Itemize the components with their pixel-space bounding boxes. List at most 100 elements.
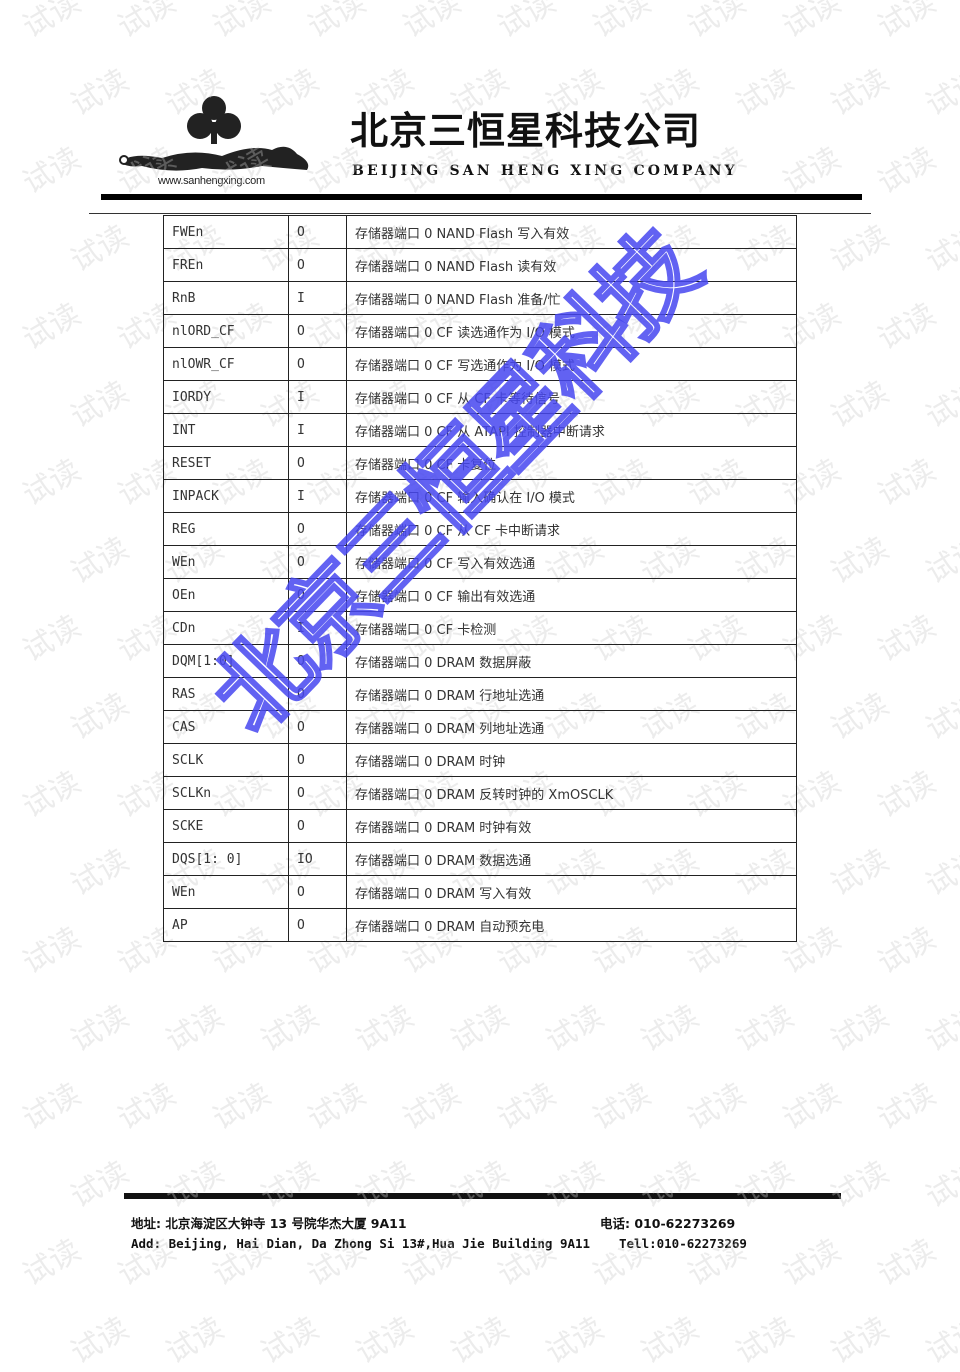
company-name-en: BEIJING SAN HENG XING COMPANY (352, 163, 738, 179)
table-row: SCKE O 存储器端口 0 DRAM 时钟有效 (163, 809, 797, 843)
trial-watermark: 试读 (872, 140, 942, 202)
trial-watermark: 试读 (635, 998, 705, 1060)
cell-description: 存储器端口 0 CF 卡检测 (346, 611, 797, 645)
table-row: SCLKn O 存储器端口 0 DRAM 反转时钟的 XmOSCLK (163, 776, 797, 810)
trial-watermark: 试读 (920, 374, 960, 436)
trial-watermark: 试读 (17, 764, 87, 826)
trial-watermark: 试读 (445, 998, 515, 1060)
trial-watermark: 试读 (445, 1310, 515, 1372)
cell-description: 存储器端口 0 DRAM 列地址选通 (346, 710, 797, 744)
cell-signal: INPACK (163, 479, 289, 513)
trial-watermark: 试读 (445, 1154, 515, 1216)
table-row: nlORD_CF O 存储器端口 0 CF 读选通作为 I/O 模式 (163, 314, 797, 348)
cell-description: 存储器端口 0 CF 写入有效选通 (346, 545, 797, 579)
cell-signal: INT (163, 413, 289, 447)
table-row: WEn O 存储器端口 0 DRAM 写入有效 (163, 875, 797, 909)
trial-watermark: 试读 (65, 1154, 135, 1216)
trial-watermark: 试读 (920, 62, 960, 124)
trial-watermark: 试读 (65, 218, 135, 280)
trial-watermark: 试读 (920, 686, 960, 748)
company-name-cn: 北京三恒星科技公司 (350, 109, 702, 153)
cell-direction: O (288, 776, 347, 810)
table-row: REG O 存储器端口 0 CF 从 CF 卡中断请求 (163, 512, 797, 546)
table-row: RnB I 存储器端口 0 NAND Flash 准备/忙 (163, 281, 797, 315)
trial-watermark: 试读 (587, 1076, 657, 1138)
trial-watermark: 试读 (492, 0, 562, 46)
cell-direction: O (288, 215, 347, 249)
trial-watermark: 试读 (302, 0, 372, 46)
trial-watermark: 试读 (920, 842, 960, 904)
trial-watermark: 试读 (777, 1232, 847, 1294)
cell-description: 存储器端口 0 CF 写选通作为 I/O 模式 (346, 347, 797, 381)
trial-watermark: 试读 (207, 1076, 277, 1138)
trial-watermark: 试读 (825, 374, 895, 436)
trial-watermark: 试读 (207, 0, 277, 46)
cell-description: 存储器端口 0 NAND Flash 准备/忙 (346, 281, 797, 315)
trial-watermark: 试读 (302, 1076, 372, 1138)
trial-watermark: 试读 (17, 608, 87, 670)
cell-description: 存储器端口 0 DRAM 数据屏蔽 (346, 644, 797, 678)
footer-rule (124, 1193, 841, 1199)
table-row: DQM[1:0] O 存储器端口 0 DRAM 数据屏蔽 (163, 644, 797, 678)
cell-description: 存储器端口 0 NAND Flash 写入有效 (346, 215, 797, 249)
cell-signal: OEn (163, 578, 289, 612)
trial-watermark: 试读 (112, 1076, 182, 1138)
table-row: nlOWR_CF O 存储器端口 0 CF 写选通作为 I/O 模式 (163, 347, 797, 381)
trial-watermark: 试读 (872, 920, 942, 982)
footer-address-cn: 地址: 北京海淀区大钟寺 13 号院华杰大厦 9A11 (131, 1216, 407, 1231)
trial-watermark: 试读 (635, 1154, 705, 1216)
trial-watermark: 试读 (920, 218, 960, 280)
trial-watermark: 试读 (872, 452, 942, 514)
company-logo (119, 96, 309, 171)
cell-signal: FREn (163, 248, 289, 282)
cell-signal: WEn (163, 875, 289, 909)
header-rule (101, 194, 862, 200)
cell-signal: nlOWR_CF (163, 347, 289, 381)
cell-description: 存储器端口 0 DRAM 时钟 (346, 743, 797, 777)
trial-watermark: 试读 (492, 1076, 562, 1138)
header-thin-rule (89, 213, 871, 214)
cell-signal: RnB (163, 281, 289, 315)
trial-watermark: 试读 (872, 0, 942, 46)
cell-signal: REG (163, 512, 289, 546)
trial-watermark: 试读 (350, 1310, 420, 1372)
cell-direction: O (288, 446, 347, 480)
trial-watermark: 试读 (825, 1310, 895, 1372)
trial-watermark: 试读 (730, 1154, 800, 1216)
trial-watermark: 试读 (825, 1154, 895, 1216)
trial-watermark: 试读 (872, 1232, 942, 1294)
cell-signal: CDn (163, 611, 289, 645)
cell-description: 存储器端口 0 DRAM 时钟有效 (346, 809, 797, 843)
table-row: SCLK O 存储器端口 0 DRAM 时钟 (163, 743, 797, 777)
trial-watermark: 试读 (920, 1310, 960, 1372)
cell-signal: SCLK (163, 743, 289, 777)
trial-watermark: 试读 (17, 1076, 87, 1138)
trial-watermark: 试读 (17, 452, 87, 514)
trial-watermark: 试读 (920, 998, 960, 1060)
trial-watermark: 试读 (65, 686, 135, 748)
footer-phone-cn: 电话: 010-62273269 (600, 1216, 736, 1231)
trial-watermark: 试读 (872, 608, 942, 670)
trial-watermark: 试读 (160, 1310, 230, 1372)
cell-direction: O (288, 314, 347, 348)
trial-watermark: 试读 (255, 998, 325, 1060)
trial-watermark: 试读 (350, 998, 420, 1060)
cell-direction: O (288, 512, 347, 546)
trial-watermark: 试读 (825, 530, 895, 592)
footer-phone-en: Tell:010-62273269 (619, 1236, 747, 1251)
trial-watermark: 试读 (872, 296, 942, 358)
cell-signal: SCKE (163, 809, 289, 843)
cell-signal: DQS[1: 0] (163, 842, 289, 876)
trial-watermark: 试读 (160, 1154, 230, 1216)
cell-direction: IO (288, 842, 347, 876)
trial-watermark: 试读 (872, 764, 942, 826)
table-row: AP O 存储器端口 0 DRAM 自动预充电 (163, 908, 797, 942)
footer-address-en: Add: Beijing, Hai Dian, Da Zhong Si 13#,… (131, 1236, 591, 1251)
cell-direction: I (288, 413, 347, 447)
trial-watermark: 试读 (777, 1076, 847, 1138)
cell-signal: AP (163, 908, 289, 942)
table-row: INT I 存储器端口 0 CF 从 ATAPI 控制器中断请求 (163, 413, 797, 447)
cell-signal: IORDY (163, 380, 289, 414)
trial-watermark: 试读 (65, 998, 135, 1060)
cell-direction: I (288, 281, 347, 315)
